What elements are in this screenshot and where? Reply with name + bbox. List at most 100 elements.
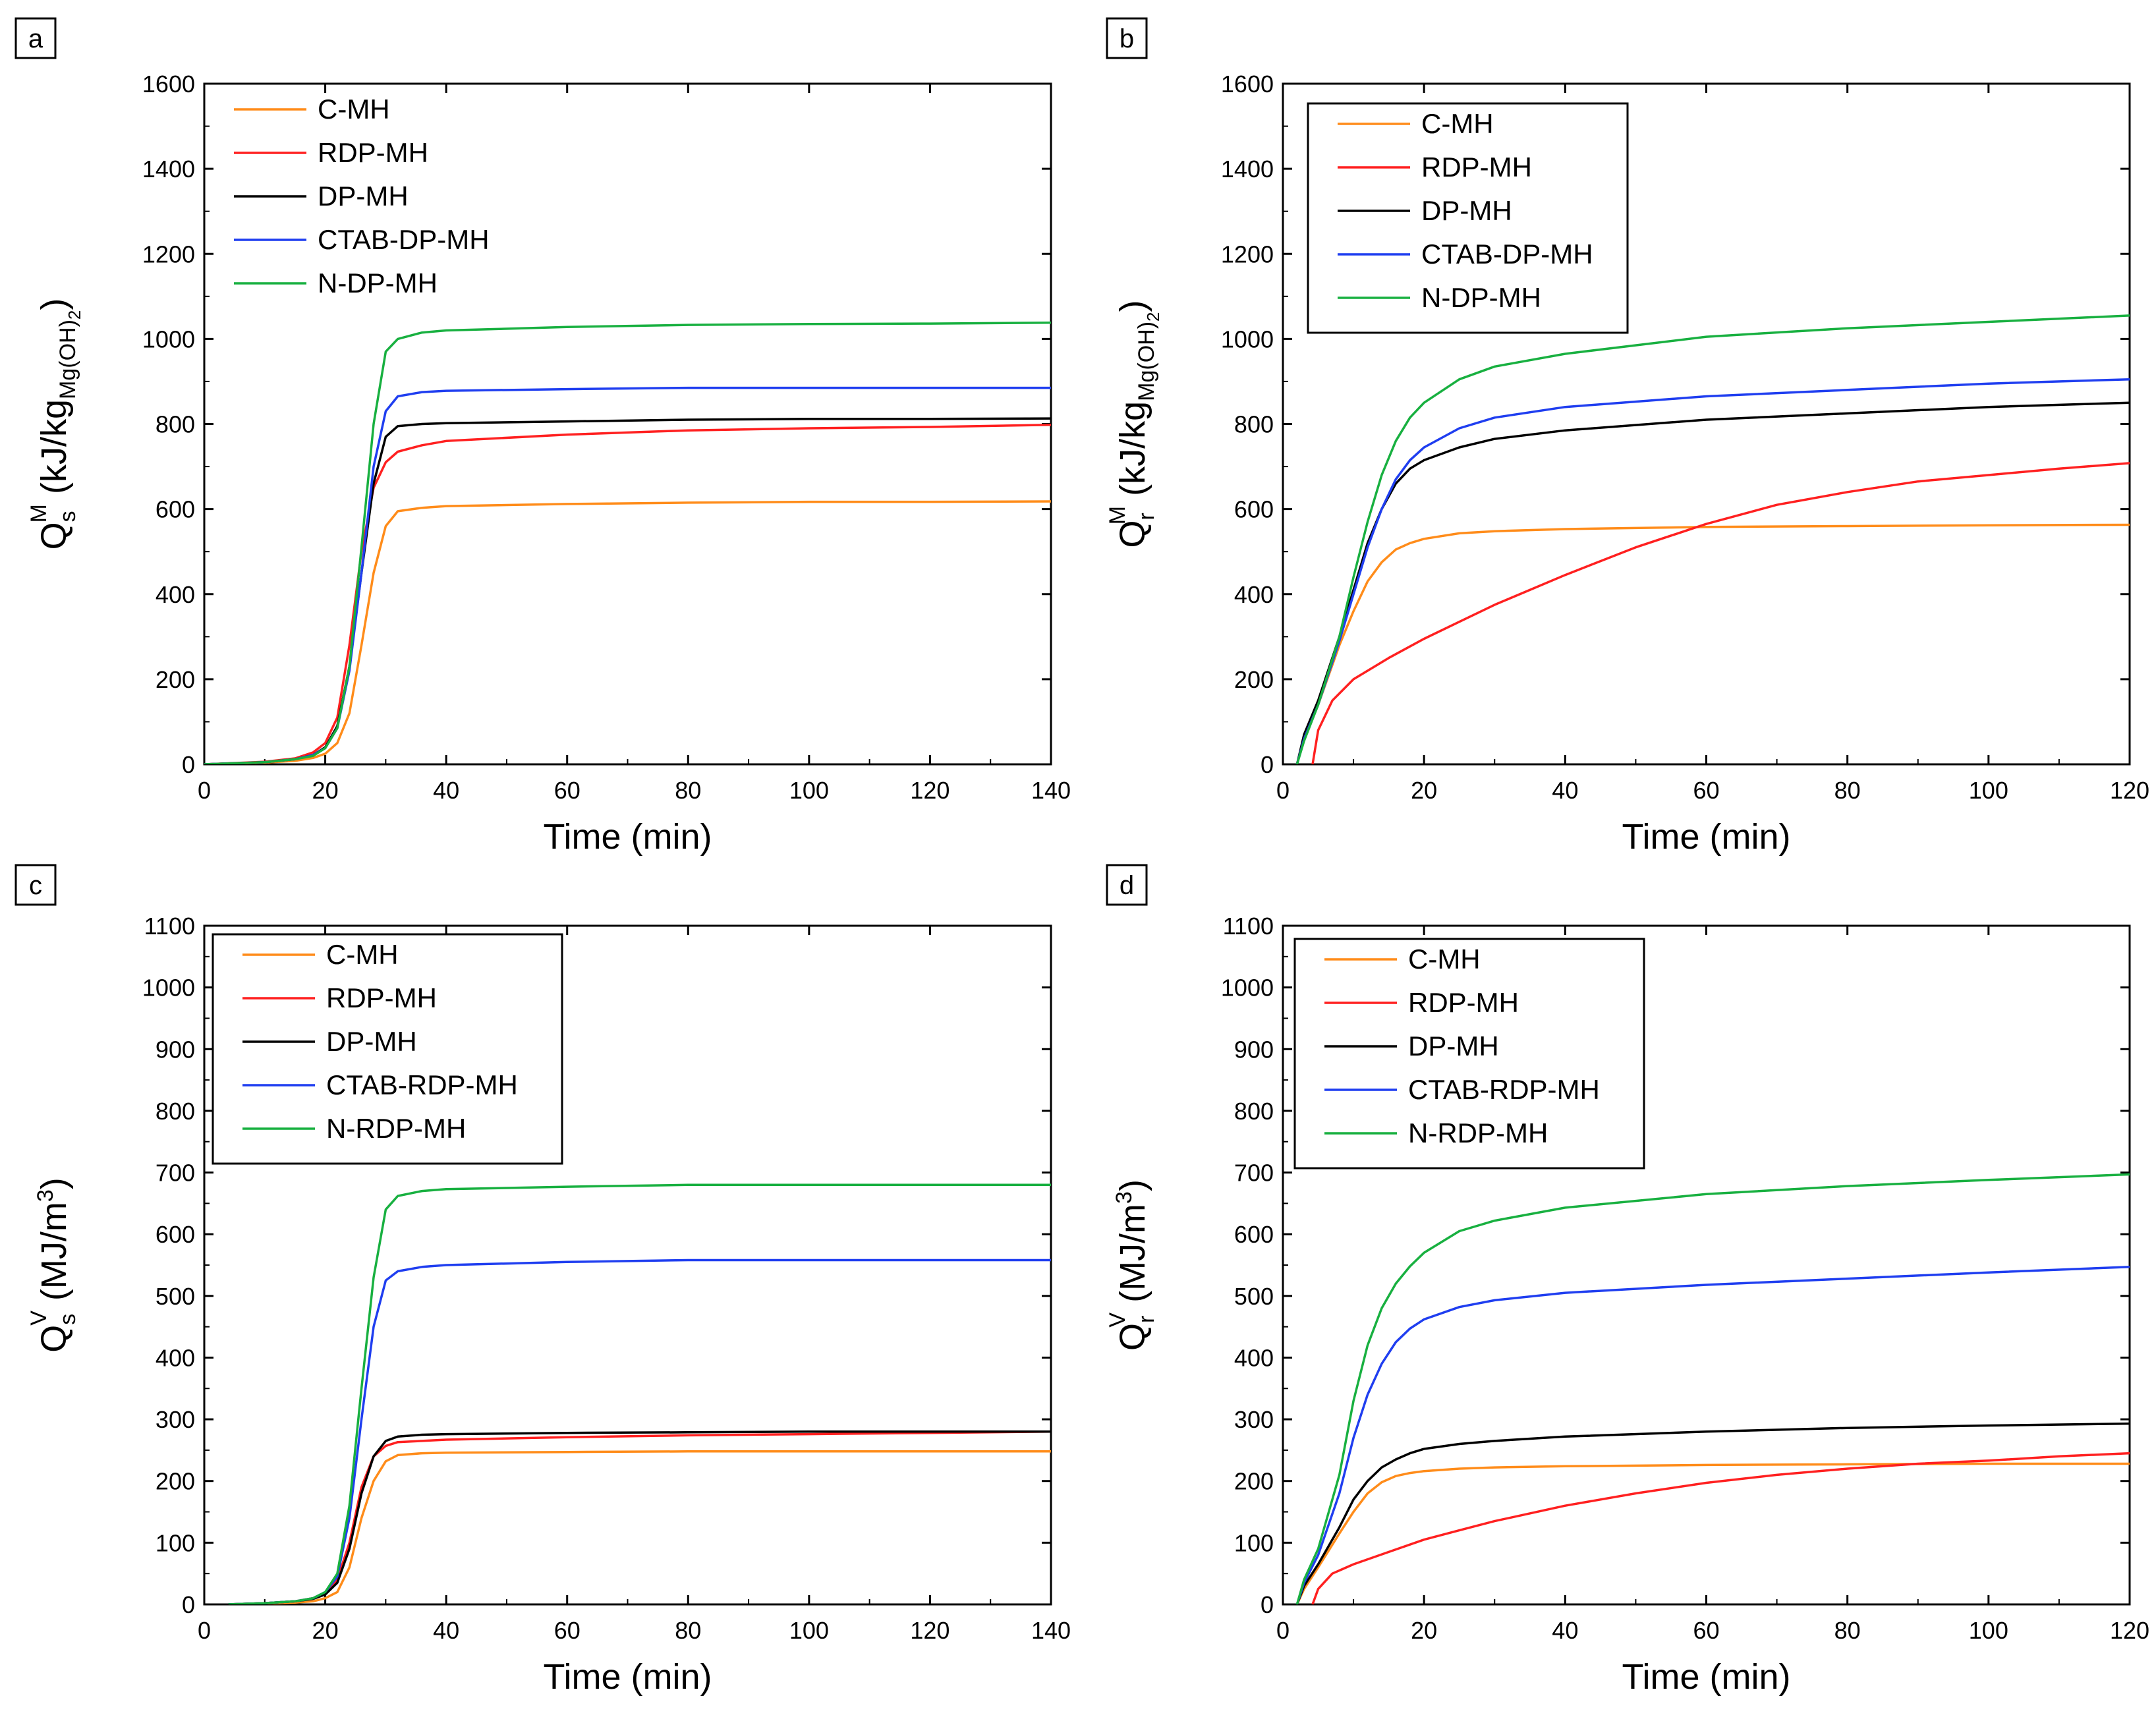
series-line-rdp-mh <box>228 1430 1051 1604</box>
y-axis-label: QrV (MJ/m3) <box>1105 1179 1159 1351</box>
x-tick-label: 60 <box>1693 777 1719 804</box>
x-tick-label: 20 <box>1411 777 1437 804</box>
panel-letter: c <box>29 871 42 900</box>
x-tick-label: 20 <box>312 777 339 804</box>
panel-letter-box <box>1106 17 1148 59</box>
y-tick-label: 800 <box>156 1098 195 1125</box>
x-axis-label: Time (min) <box>544 1657 712 1697</box>
y-tick-label: 0 <box>182 1591 195 1618</box>
y-tick-label: 0 <box>182 751 195 778</box>
legend-label: C-MH <box>318 94 390 125</box>
x-tick-label: 20 <box>1411 1617 1437 1644</box>
y-tick-label: 600 <box>1234 1221 1274 1248</box>
legend-label: RDP-MH <box>1421 152 1532 183</box>
y-tick-label: 1400 <box>1221 155 1274 183</box>
legend-label: RDP-MH <box>1408 987 1519 1018</box>
y-tick-label: 1000 <box>1221 325 1274 353</box>
panel-letter: a <box>28 24 43 53</box>
legend: C-MH RDP-MH DP-MH CTAB-RDP-MH N-RDP-MH <box>212 933 563 1165</box>
legend-label: N-RDP-MH <box>1408 1117 1548 1148</box>
y-tick-label: 500 <box>156 1283 195 1310</box>
x-tick-label: 0 <box>198 777 211 804</box>
legend: C-MH RDP-MH DP-MH CTAB-DP-MH N-DP-MH <box>1307 102 1629 334</box>
y-tick-label: 1400 <box>142 155 195 183</box>
series-line-rdp-mh <box>1311 462 2130 764</box>
legend-frame <box>212 933 563 1165</box>
x-tick-label: 80 <box>675 777 701 804</box>
y-tick-label: 600 <box>1234 496 1274 523</box>
series-line-dp-mh <box>228 1430 1051 1604</box>
y-tick-label: 600 <box>156 1221 195 1248</box>
panel-letter: b <box>1120 24 1134 53</box>
series-line-ctab-rdp-mh <box>1295 1266 2130 1604</box>
series-line-c-mh <box>228 1450 1051 1604</box>
legend-label: RDP-MH <box>326 982 437 1013</box>
x-tick-label: 120 <box>2110 777 2149 804</box>
series-line-rdp-mh <box>204 424 1051 764</box>
legend: C-MH RDP-MH DP-MH CTAB-DP-MH N-DP-MH <box>234 94 490 298</box>
y-tick-label: 1200 <box>142 240 195 268</box>
x-tick-label: 0 <box>198 1617 211 1644</box>
y-tick-label: 200 <box>156 666 195 693</box>
panel-a: a0 20 40 60 80 100 120 140020040060080010001200… <box>14 17 1071 857</box>
legend-label: CTAB-DP-MH <box>318 224 490 255</box>
x-tick-label: 80 <box>1834 1617 1861 1644</box>
x-tick-label: 140 <box>1031 777 1071 804</box>
y-tick-label: 1100 <box>1223 913 1274 940</box>
y-tick-label: 300 <box>156 1406 195 1433</box>
x-axis-label: Time (min) <box>544 817 712 857</box>
legend-label: CTAB-RDP-MH <box>326 1069 518 1100</box>
y-tick-label: 900 <box>1234 1036 1274 1063</box>
x-tick-label: 100 <box>1969 777 2008 804</box>
y-tick-label: 800 <box>156 411 195 438</box>
x-tick-label: 40 <box>433 777 459 804</box>
y-tick-label: 200 <box>1234 666 1274 693</box>
y-tick-label: 100 <box>156 1529 195 1556</box>
x-tick-label: 0 <box>1276 1617 1290 1644</box>
series-line-ctab-dp-mh <box>204 386 1051 764</box>
panel-d: d 0 20 40 60 80 100 120 0 100 200 300 400 500 600 700 80… <box>1105 864 2149 1697</box>
legend-label: N-DP-MH <box>318 268 438 298</box>
y-tick-label: 200 <box>156 1468 195 1495</box>
panel-letter-box <box>1106 864 1148 906</box>
x-tick-label: 0 <box>1276 777 1290 804</box>
series-line-c-mh <box>1295 523 2130 764</box>
legend-label: DP-MH <box>1421 195 1512 226</box>
series-line-dp-mh <box>1295 401 2130 764</box>
y-tick-label: 100 <box>1234 1529 1274 1556</box>
y-tick-label: 700 <box>156 1160 195 1187</box>
legend-label: DP-MH <box>1408 1031 1499 1061</box>
legend-frame <box>1293 938 1645 1170</box>
y-tick-label: 800 <box>1234 1098 1274 1125</box>
panel-letter: d <box>1120 871 1134 900</box>
x-tick-label: 120 <box>2110 1617 2149 1644</box>
y-tick-label: 900 <box>156 1036 195 1063</box>
x-axis-label: Time (min) <box>1622 1657 1791 1697</box>
x-tick-label: 40 <box>433 1617 459 1644</box>
x-tick-label: 80 <box>675 1617 701 1644</box>
legend: C-MH RDP-MH DP-MH CTAB-RDP-MH N-RDP-MH <box>1293 938 1645 1170</box>
y-tick-label: 1100 <box>144 913 195 940</box>
y-tick-label: 0 <box>1261 1591 1274 1618</box>
panel-c: c 0 20 40 60 80 100 120 140 0 100 200 300 400 500 600 70… <box>14 864 1071 1697</box>
series-line-rdp-mh <box>1311 1452 2130 1604</box>
y-axis-label: QrM (kJ/kgMg(OH)2) <box>1105 300 1163 548</box>
x-tick-label: 120 <box>910 1617 950 1644</box>
y-tick-label: 1000 <box>142 974 195 1002</box>
series-line-ctab-dp-mh <box>1295 378 2130 764</box>
x-tick-label: 60 <box>554 1617 581 1644</box>
x-tick-label: 100 <box>789 777 829 804</box>
series-line-dp-mh <box>1295 1422 2130 1604</box>
y-tick-label: 300 <box>1234 1406 1274 1433</box>
y-tick-label: 0 <box>1261 751 1274 778</box>
y-axis-label: QsV (MJ/m3) <box>26 1177 80 1353</box>
y-tick-label: 700 <box>1234 1160 1274 1187</box>
series-line-n-rdp-mh <box>228 1183 1051 1604</box>
y-tick-label: 1600 <box>142 71 195 98</box>
legend-label: N-DP-MH <box>1421 282 1541 313</box>
x-tick-label: 100 <box>789 1617 829 1644</box>
legend-label: CTAB-DP-MH <box>1421 239 1593 269</box>
y-tick-label: 1600 <box>1221 71 1274 98</box>
y-tick-label: 400 <box>1234 581 1274 608</box>
